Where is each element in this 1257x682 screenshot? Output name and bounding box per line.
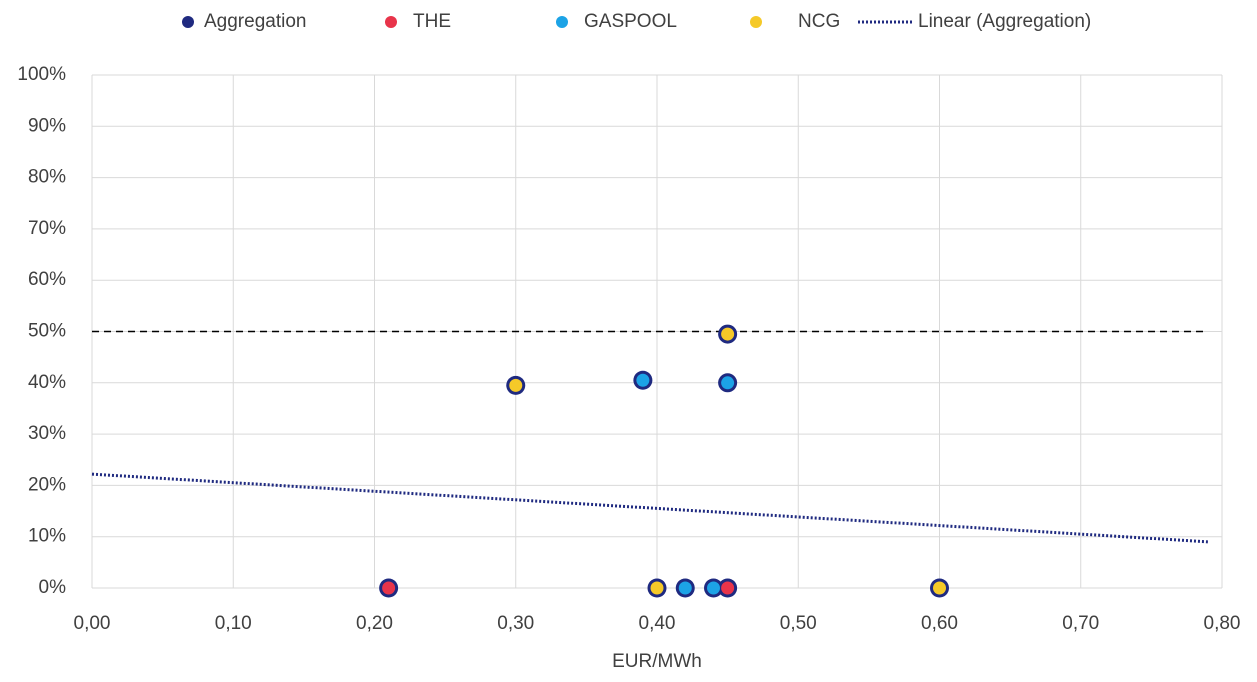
y-tick-label: 80% [28, 167, 66, 188]
x-tick-label: 0,20 [356, 613, 393, 634]
y-tick-label: 60% [28, 269, 66, 290]
x-tick-label: 0,60 [921, 613, 958, 634]
x-tick-label: 0,30 [497, 613, 534, 634]
point [721, 327, 735, 341]
y-tick-label: 90% [28, 115, 66, 136]
y-tick-label: 10% [28, 526, 66, 547]
legend-label: NCG [798, 11, 840, 32]
x-tick-label: 0,80 [1204, 613, 1241, 634]
y-tick-label: 20% [28, 474, 66, 495]
y-tick-label: 100% [17, 64, 66, 85]
legend-label: Linear (Aggregation) [918, 11, 1091, 32]
x-tick-label: 0,50 [780, 613, 817, 634]
y-tick-label: 50% [28, 321, 66, 342]
y-tick-label: 70% [28, 218, 66, 239]
point [721, 376, 735, 390]
x-tick-label: 0,10 [215, 613, 252, 634]
point [509, 378, 523, 392]
point [933, 581, 946, 595]
legend-swatch [556, 16, 568, 28]
x-tick-label: 0,40 [639, 613, 676, 634]
point [707, 581, 720, 595]
legend-label: Aggregation [204, 11, 306, 32]
y-tick-label: 30% [28, 423, 66, 444]
x-tick-label: 0,00 [74, 613, 111, 634]
point [721, 581, 735, 595]
legend-swatch [750, 16, 762, 28]
x-tick-label: 0,70 [1062, 613, 1099, 634]
point [636, 373, 650, 387]
legend-label: GASPOOL [584, 11, 677, 32]
y-tick-label: 40% [28, 372, 66, 393]
x-axis-label: EUR/MWh [612, 651, 702, 672]
trend-line [91, 472, 1208, 544]
legend-label: THE [413, 11, 451, 32]
point [678, 581, 692, 595]
point [650, 581, 664, 595]
point [382, 581, 396, 595]
legend-swatch [182, 16, 194, 28]
legend-swatch [385, 16, 397, 28]
y-tick-label: 0% [39, 577, 67, 598]
